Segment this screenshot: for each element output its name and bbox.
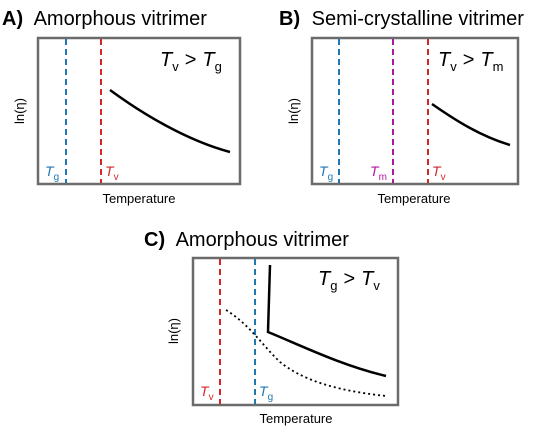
panel-b-tv-label: Tv: [432, 163, 446, 183]
panel-b-tg-label: Tg: [319, 163, 333, 183]
panel-c-xlabel: Temperature: [260, 411, 333, 426]
panel-a-ylabel: ln(η): [12, 98, 27, 124]
panel-b-letter: B): [279, 8, 300, 30]
panel-c-title: Amorphous vitrimer: [176, 229, 350, 251]
panel-c-frame: [191, 256, 400, 407]
panel-c-letter: C): [144, 229, 165, 251]
panel-a-frame: [36, 36, 242, 186]
panel-a-viscosity-curve: [109, 88, 231, 154]
panel-b-frame: [310, 36, 520, 186]
panel-b-xlabel: Temperature: [378, 191, 451, 206]
panel-a-tv-label: Tv: [105, 163, 119, 183]
svg-text:A) Amorphous vitrimer: A) Amorphous vitrimer: [2, 8, 207, 30]
svg-text:C) Amorphous vitrimer: C) Amorphous vitrimer: [144, 229, 349, 251]
panel-a-tg-label: Tg: [45, 163, 59, 183]
svg-text:B) Semi-crystalline vitr: B) Semi-crystalline vitrimer: [279, 8, 524, 30]
panel-a-title: Amorphous vitrimer: [34, 8, 208, 30]
panel-a: A) Amorphous vitrimer ln(η) Temperature …: [2, 8, 242, 206]
panel-c-tv-label: Tv: [200, 383, 214, 403]
panel-a-letter: A): [2, 8, 23, 30]
panel-c-viscosity-curve: [266, 264, 387, 378]
panel-c-ylabel: ln(η): [166, 318, 181, 344]
panel-b-viscosity-curve: [431, 102, 511, 147]
panel-c-tg-label: Tg: [259, 383, 273, 403]
panel-b-title: Semi-crystalline vitrimer: [312, 8, 525, 30]
panel-a-condition: Tv > Tg: [160, 49, 222, 74]
panel-c-condition: Tg > Tv: [318, 268, 380, 293]
panel-b-tm-label: Tm: [370, 163, 387, 183]
panel-b: B) Semi-crystalline vitrimer ln(η) Tempe…: [279, 8, 524, 206]
panel-c: C) Amorphous vitrimer ln(η) Temperature …: [144, 229, 400, 426]
panel-a-xlabel: Temperature: [103, 191, 176, 206]
panel-c-dotted-curve: [225, 309, 387, 397]
panel-b-condition: Tv > Tm: [438, 49, 503, 74]
panel-b-ylabel: ln(η): [286, 98, 301, 124]
